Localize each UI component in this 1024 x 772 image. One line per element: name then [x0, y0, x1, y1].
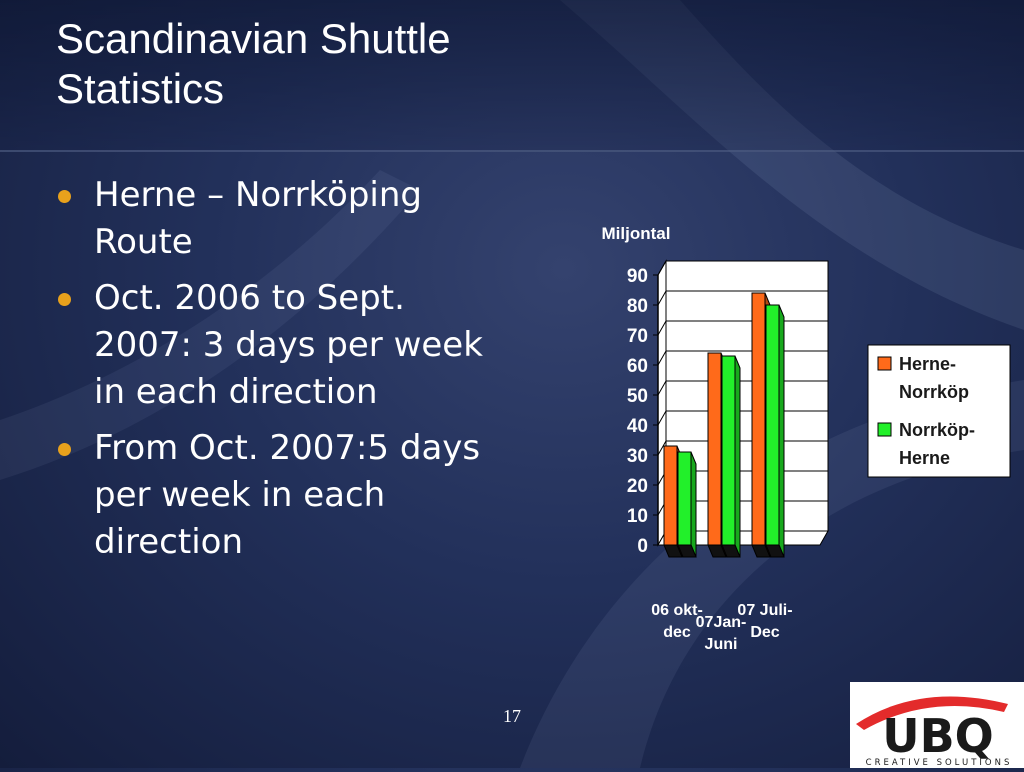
gridline-side	[657, 290, 667, 306]
y-tick-label: 30	[627, 446, 648, 467]
bar	[677, 451, 697, 558]
legend-label: Herne-	[899, 354, 956, 374]
bar-chart: 0 10 20 30 40 50 60 70 80 90 Miljontal 06 okt-dec 07…	[602, 224, 1011, 653]
ubq-logo: UBQ CREATIVE SOLUTIONS	[850, 682, 1024, 768]
y-tick-label: 60	[627, 356, 648, 377]
y-tick-label: 80	[627, 296, 648, 317]
y-tick-label: 0	[637, 536, 648, 557]
bar	[765, 304, 785, 558]
bullet-dot-icon	[58, 190, 71, 203]
slide-title: Scandinavian Shuttle Statistics	[56, 15, 451, 112]
bullet-list: Herne – Norrköping Route Oct. 2006 to Se…	[52, 172, 502, 575]
ubq-logo-icon: UBQ CREATIVE SOLUTIONS	[856, 696, 1013, 768]
y-tick-label: 70	[627, 326, 648, 347]
bullet-text: Herne – Norrköping Route	[94, 175, 422, 262]
page-number: 17	[503, 706, 521, 726]
y-tick-label: 40	[627, 416, 648, 437]
x-tick-label: dec	[663, 624, 691, 641]
legend-swatch	[877, 422, 892, 437]
bullet-dot-icon	[58, 443, 71, 456]
x-tick-label: Dec	[750, 624, 779, 641]
legend-label: Norrköp-	[899, 420, 975, 440]
logo-main-text: UBQ	[882, 709, 994, 763]
y-tick-label: 20	[627, 476, 648, 497]
y-tick-label: 90	[627, 266, 648, 287]
bullet-item: Herne – Norrköping Route	[52, 172, 502, 266]
bullet-item: Oct. 2006 to Sept. 2007: 3 days per week…	[52, 275, 502, 416]
bullet-item: From Oct. 2007:5 days per week in each d…	[52, 425, 502, 566]
gridline-side	[657, 410, 667, 426]
gridline-side	[657, 350, 667, 366]
y-tick-label: 10	[627, 506, 648, 527]
gridline-side	[657, 380, 667, 396]
legend-swatch	[877, 356, 892, 371]
x-tick-label: 07Jan-	[696, 614, 747, 631]
y-tick-label: 50	[627, 386, 648, 407]
chart-title: Miljontal	[602, 224, 671, 243]
legend-label: Herne	[899, 448, 950, 468]
bullet-text: From Oct. 2007:5 days per week in each d…	[94, 428, 481, 562]
logo-tagline: CREATIVE SOLUTIONS	[866, 758, 1013, 768]
bullet-text: Oct. 2006 to Sept. 2007: 3 days per week…	[94, 278, 483, 412]
bullet-dot-icon	[58, 293, 71, 306]
x-tick-label: 06 okt-	[651, 602, 703, 619]
x-tick-label: 07 Juli-	[737, 602, 792, 619]
x-tick-label: Juni	[705, 636, 738, 653]
legend-box	[867, 344, 1011, 478]
gridline-side	[657, 260, 667, 276]
legend-label: Norrköp	[899, 382, 969, 402]
gridline-side	[657, 440, 667, 456]
title-band	[0, 0, 1024, 152]
bar	[721, 355, 741, 558]
gridline-side	[657, 320, 667, 336]
